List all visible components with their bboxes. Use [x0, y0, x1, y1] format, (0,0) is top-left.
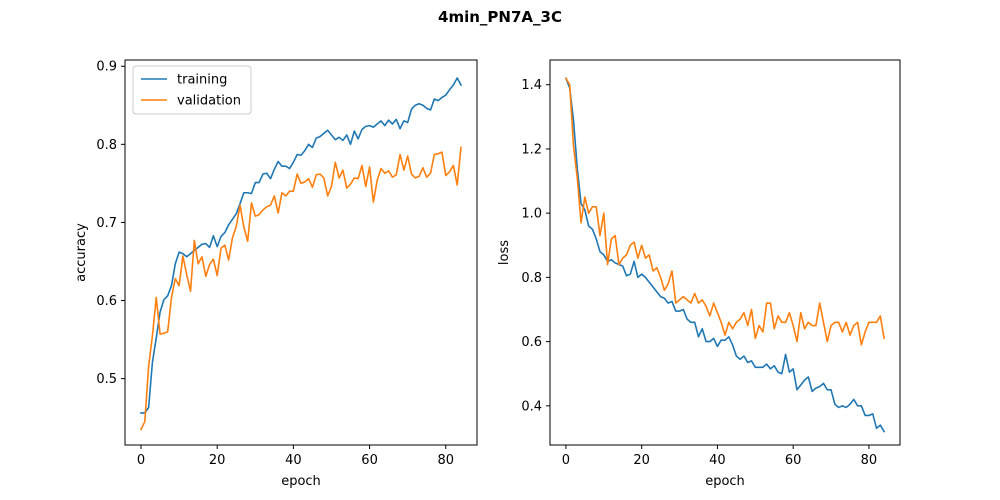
- accuracy-plot: 0 20 40 60 80 0.5 0.6 0.7 0.8 0.9 epoch accuracy tra…: [74, 59, 478, 489]
- loss-ytick-label: 1.4: [521, 78, 542, 93]
- accuracy-ytick-label: 0.9: [96, 60, 117, 75]
- loss-plot: 0 20 40 60 80 0.4 0.6 0.8 1.0 1.2 1.4 epoch loss: [497, 59, 901, 489]
- accuracy-ytick-label: 0.6: [96, 294, 117, 309]
- loss-xtick-label: 80: [861, 453, 878, 468]
- loss-xtick-label: 0: [562, 453, 570, 468]
- loss-ytick-label: 0.6: [521, 335, 542, 350]
- accuracy-validation-line: [139, 146, 462, 431]
- loss-validation-line: [564, 77, 886, 346]
- accuracy-ytick-label: 0.8: [96, 138, 117, 153]
- loss-ytick-label: 0.8: [521, 271, 542, 286]
- loss-axes-frame: [549, 59, 901, 446]
- accuracy-yaxis-label: accuracy: [74, 223, 89, 282]
- loss-ytick-label: 1.0: [521, 207, 542, 222]
- figure-title: 4min_PN7A_3C: [438, 8, 562, 26]
- loss-xtick-label: 40: [709, 453, 726, 468]
- accuracy-xaxis-label: epoch: [281, 474, 321, 489]
- accuracy-xtick-label: 20: [209, 453, 226, 468]
- loss-xtick-label: 60: [785, 453, 802, 468]
- accuracy-xtick-label: 80: [437, 453, 454, 468]
- accuracy-xtick-label: 60: [361, 453, 378, 468]
- legend-box: [132, 65, 252, 115]
- legend-validation-label: validation: [177, 94, 241, 109]
- loss-yaxis-label: loss: [497, 240, 512, 265]
- accuracy-axes-frame: [124, 59, 478, 446]
- accuracy-ytick-label: 0.5: [96, 372, 117, 387]
- accuracy-xtick-label: 0: [137, 453, 145, 468]
- loss-ytick-label: 0.4: [521, 399, 542, 414]
- loss-xtick-label: 20: [633, 453, 650, 468]
- loss-ytick-label: 1.2: [521, 142, 542, 157]
- loss-xaxis-label: epoch: [705, 474, 745, 489]
- accuracy-ytick-label: 0.7: [96, 216, 117, 231]
- accuracy-xtick-label: 40: [285, 453, 302, 468]
- legend-training-label: training: [177, 73, 227, 88]
